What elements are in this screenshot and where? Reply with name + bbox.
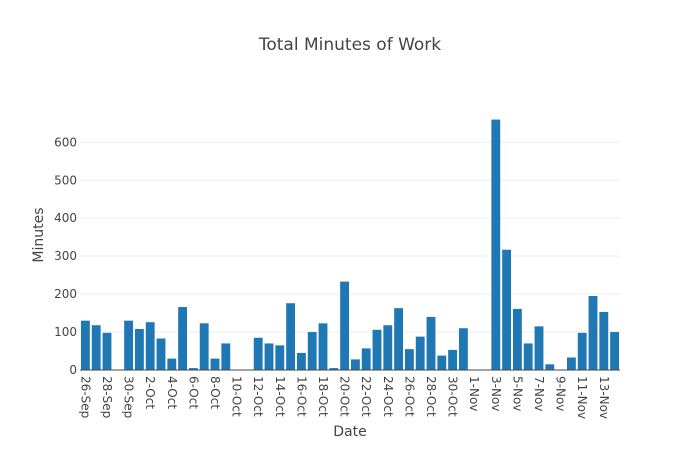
bar-23-Oct[interactable]: [372, 329, 382, 370]
x-axis-ticks: 26-Sep 28-Sep 30-Sep 2-Oct 4-Oct 6-Oct 8-Oct 10…: [78, 376, 610, 419]
bar-6-Oct[interactable]: [188, 368, 198, 370]
bars: [80, 119, 620, 371]
bar-27-Sep[interactable]: [91, 325, 101, 370]
x-tick-label: 9-Nov: [554, 376, 568, 411]
bar-7-Nov[interactable]: [534, 326, 544, 370]
x-tick-label: 2-Oct: [143, 376, 157, 409]
bar-13-Oct[interactable]: [264, 343, 274, 370]
bar-3-Oct[interactable]: [156, 338, 166, 370]
bar-14-Nov[interactable]: [610, 332, 620, 370]
x-tick-label: 8-Oct: [208, 376, 222, 409]
bar-9-Oct[interactable]: [221, 343, 231, 370]
x-tick-label: 11-Nov: [575, 376, 589, 419]
x-tick-label: 30-Sep: [122, 376, 136, 418]
bar-29-Oct[interactable]: [437, 355, 447, 370]
x-tick-label: 28-Oct: [424, 376, 438, 417]
bar-2-Oct[interactable]: [145, 322, 155, 370]
x-tick-label: 3-Nov: [489, 376, 503, 411]
x-tick-label: 26-Oct: [402, 376, 416, 417]
bar-31-Oct[interactable]: [458, 328, 468, 370]
x-tick-label: 5-Nov: [510, 376, 524, 411]
bar-4-Nov[interactable]: [502, 249, 512, 370]
bar-18-Oct[interactable]: [318, 323, 328, 370]
y-tick-label: 0: [69, 363, 77, 377]
x-tick-label: 20-Oct: [338, 376, 352, 417]
y-tick-label: 100: [54, 325, 77, 339]
bar-8-Nov[interactable]: [545, 364, 555, 370]
bar-27-Oct[interactable]: [415, 336, 425, 370]
bar-12-Oct[interactable]: [253, 337, 263, 370]
bar-25-Oct[interactable]: [394, 308, 404, 370]
x-tick-label: 10-Oct: [230, 376, 244, 417]
bar-14-Oct[interactable]: [275, 345, 285, 370]
bar-5-Nov[interactable]: [512, 308, 522, 370]
bar-1-Oct[interactable]: [134, 329, 144, 370]
x-tick-label: 28-Sep: [100, 376, 114, 418]
bar-30-Oct[interactable]: [448, 349, 458, 370]
bar-28-Sep[interactable]: [102, 332, 112, 370]
bar-19-Oct[interactable]: [329, 368, 339, 370]
x-tick-label: 26-Sep: [78, 376, 92, 418]
bar-17-Oct[interactable]: [307, 332, 317, 370]
chart-title: Total Minutes of Work: [258, 35, 441, 55]
bar-28-Oct[interactable]: [426, 316, 436, 370]
bar-3-Nov[interactable]: [491, 119, 501, 371]
x-tick-label: 14-Oct: [273, 376, 287, 417]
x-tick-label: 13-Nov: [597, 376, 611, 419]
x-tick-label: 30-Oct: [446, 376, 460, 417]
bar-26-Oct[interactable]: [404, 349, 414, 370]
bar-22-Oct[interactable]: [361, 348, 371, 370]
y-tick-label: 600: [54, 135, 77, 149]
x-axis-title: Date: [333, 424, 366, 440]
bar-5-Oct[interactable]: [178, 307, 188, 370]
bar-21-Oct[interactable]: [350, 359, 360, 370]
x-tick-label: 7-Nov: [532, 376, 546, 411]
bar-8-Oct[interactable]: [210, 358, 220, 370]
bar-15-Oct[interactable]: [286, 303, 296, 370]
x-tick-label: 4-Oct: [165, 376, 179, 409]
y-axis-ticks: 0 100 200 300 400 500 600: [54, 135, 77, 377]
bar-24-Oct[interactable]: [383, 325, 393, 370]
bar-11-Nov[interactable]: [577, 332, 587, 370]
x-tick-label: 24-Oct: [381, 376, 395, 417]
x-tick-label: 18-Oct: [316, 376, 330, 417]
bar-7-Oct[interactable]: [199, 323, 209, 370]
x-tick-label: 22-Oct: [359, 376, 373, 417]
bar-13-Nov[interactable]: [599, 311, 609, 370]
x-tick-label: 12-Oct: [251, 376, 265, 417]
x-tick-label: 6-Oct: [186, 376, 200, 409]
bar-26-Sep[interactable]: [80, 320, 90, 370]
x-tick-label: 1-Nov: [467, 376, 481, 411]
y-tick-label: 400: [54, 211, 77, 225]
y-tick-label: 500: [54, 173, 77, 187]
y-tick-label: 300: [54, 249, 77, 263]
y-axis-title: Minutes: [31, 207, 47, 262]
bar-30-Sep[interactable]: [124, 320, 134, 370]
bar-20-Oct[interactable]: [340, 281, 350, 370]
bar-10-Nov[interactable]: [566, 357, 576, 370]
x-tick-label: 16-Oct: [294, 376, 308, 417]
y-tick-label: 200: [54, 287, 77, 301]
bar-4-Oct[interactable]: [167, 358, 177, 370]
bar-6-Nov[interactable]: [523, 343, 533, 370]
bar-16-Oct[interactable]: [296, 352, 306, 370]
bar-12-Nov[interactable]: [588, 296, 598, 370]
grid-lines: [80, 141, 620, 333]
